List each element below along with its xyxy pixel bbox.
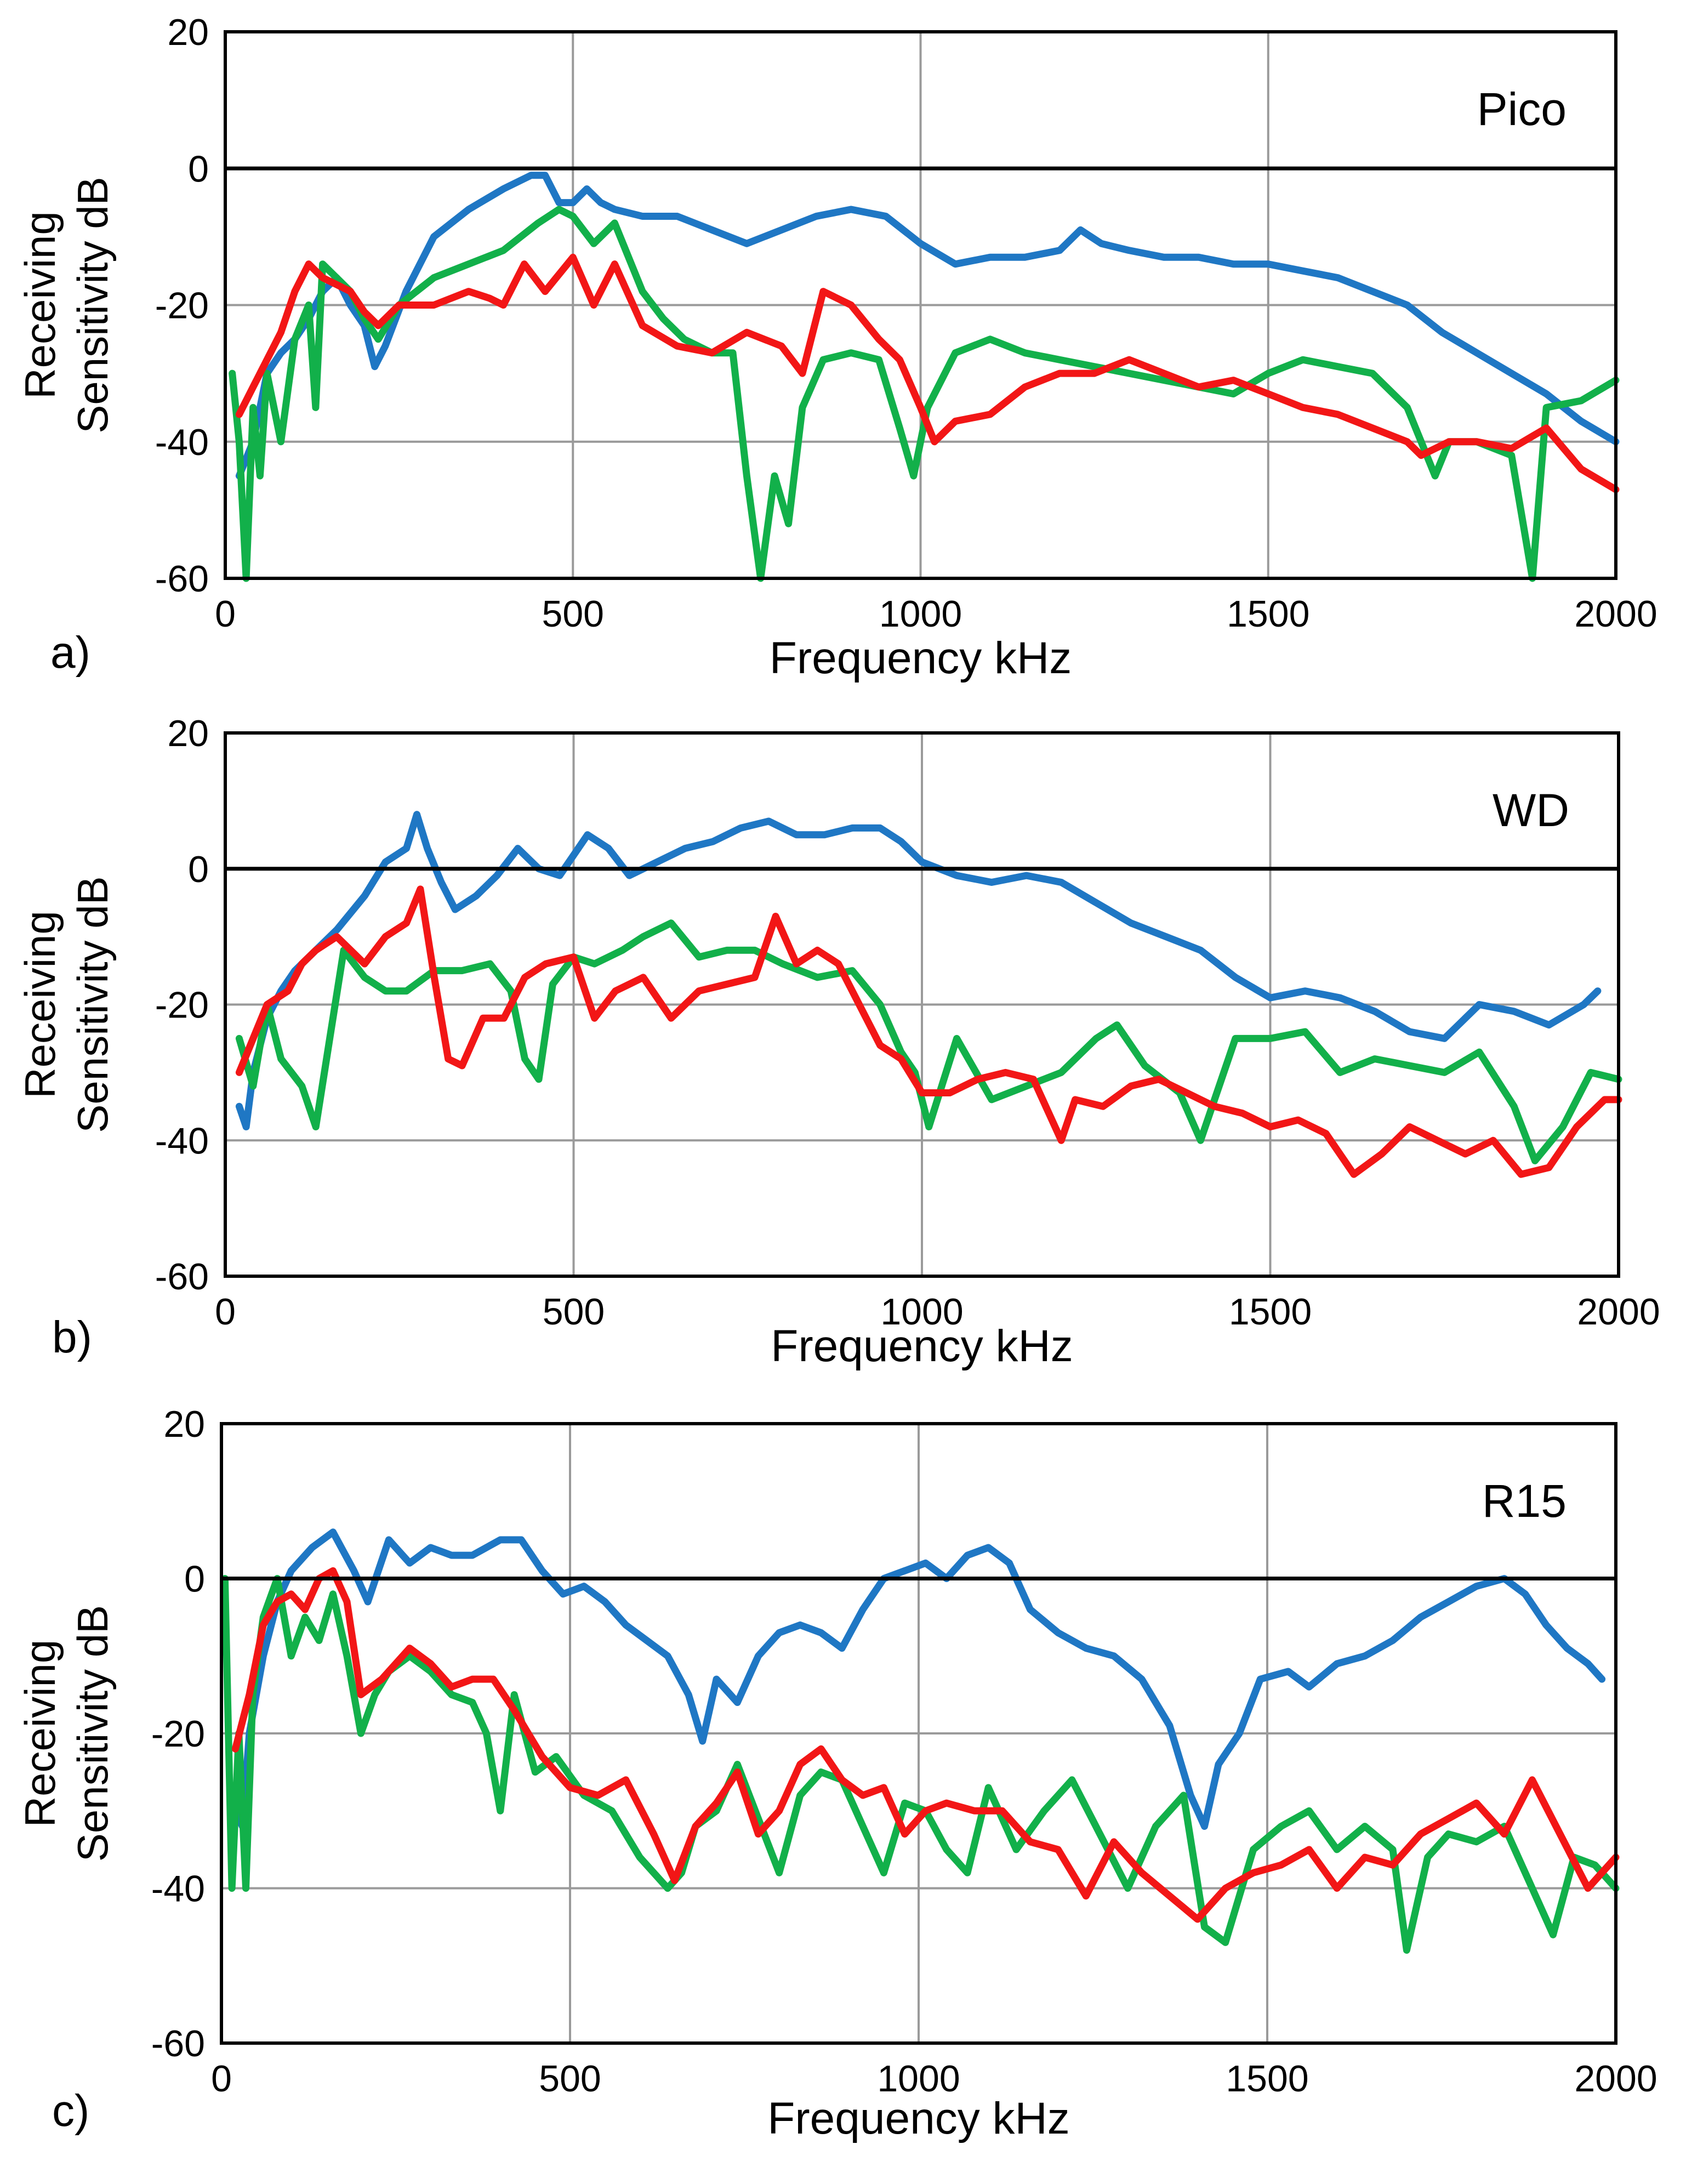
y-tick-label: -20 <box>151 1713 205 1755</box>
x-tick-label: 0 <box>215 1291 236 1333</box>
x-axis-title: Frequency kHz <box>767 2094 1069 2143</box>
x-tick-label: 0 <box>211 2058 232 2100</box>
x-tick-label: 1000 <box>879 593 962 635</box>
series-line-blue <box>235 172 1620 480</box>
y-tick-label: 20 <box>167 12 209 53</box>
x-tick-label: 1500 <box>1226 2058 1308 2100</box>
plot-frame <box>220 1422 1617 2045</box>
plot-frame <box>224 731 1620 1278</box>
x-tick-label: 0 <box>215 593 236 635</box>
x-axis-title: Frequency kHz <box>770 633 1072 683</box>
y-tick-label: -60 <box>151 2023 205 2064</box>
panel-label: c) <box>52 2086 89 2136</box>
y-axis-title-line1: Receiving <box>16 1640 64 1828</box>
y-tick-label: -20 <box>155 285 209 327</box>
series-line-red <box>231 1567 1620 1923</box>
x-tick-label: 1500 <box>1227 593 1309 635</box>
y-tick-label: -40 <box>151 1868 205 1910</box>
panel-label: a) <box>50 628 90 678</box>
y-tick-label: 0 <box>188 148 209 190</box>
panel-c: 0 500 1000 1500 2000 20 0 -20 -40 -60 Frequency kH… <box>16 1403 1657 2143</box>
x-tick-label: 1000 <box>880 1291 963 1333</box>
y-tick-label: -40 <box>155 1120 209 1162</box>
series-line-green <box>221 1575 1620 1954</box>
y-axis-title-line1: Receiving <box>16 211 64 399</box>
sensor-name-label: WD <box>1493 784 1569 836</box>
x-tick-label: 2000 <box>1574 2058 1657 2100</box>
x-tick-label: 1500 <box>1229 1291 1312 1333</box>
y-axis-title-line2: Sensitivity dB <box>69 177 117 433</box>
panel-a: 0 500 1000 1500 2000 20 0 -20 -40 -60 Frequency kH… <box>16 12 1657 683</box>
y-tick-label: -20 <box>155 985 209 1026</box>
series-line-green <box>235 919 1622 1164</box>
sensor-name-label: Pico <box>1477 83 1567 135</box>
panel-label: b) <box>52 1312 92 1362</box>
plot-frame <box>224 30 1617 580</box>
x-tick-label: 2000 <box>1577 1291 1660 1333</box>
y-tick-label: 0 <box>184 1559 205 1600</box>
x-axis-title: Frequency kHz <box>771 1321 1073 1371</box>
series-line-red <box>235 885 1622 1178</box>
sensor-name-label: R15 <box>1482 1475 1567 1527</box>
y-tick-label: -60 <box>155 558 209 600</box>
y-axis-title-line2: Sensitivity dB <box>69 1605 117 1862</box>
x-tick-label: 500 <box>542 593 604 635</box>
series-line-blue <box>231 1528 1606 1830</box>
series-line-blue <box>235 811 1602 1130</box>
y-tick-label: -60 <box>155 1256 209 1298</box>
x-tick-label: 500 <box>543 1291 605 1333</box>
y-tick-label: -40 <box>155 422 209 463</box>
y-tick-label: 0 <box>188 849 209 890</box>
panel-b: 0 500 1000 1500 2000 20 0 -20 -40 -60 Frequency kH… <box>16 713 1660 1371</box>
y-tick-label: 20 <box>163 1403 205 1445</box>
x-tick-label: 2000 <box>1574 593 1657 635</box>
y-axis-title-line1: Receiving <box>16 911 64 1099</box>
y-tick-label: 20 <box>167 713 209 754</box>
series-line-green <box>229 206 1620 582</box>
x-tick-label: 500 <box>539 2058 601 2100</box>
y-axis-title-line2: Sensitivity dB <box>69 876 117 1133</box>
series-line-red <box>235 253 1620 493</box>
x-tick-label: 1000 <box>877 2058 960 2100</box>
